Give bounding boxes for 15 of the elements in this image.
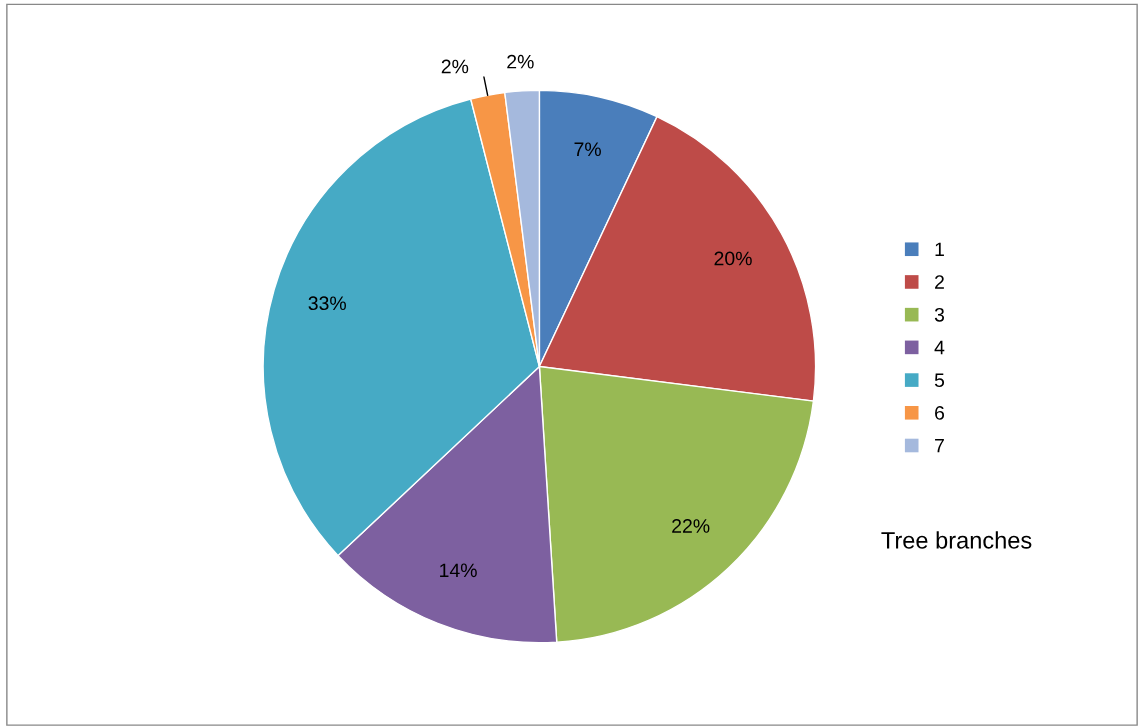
data-label: 14% [440, 563, 477, 578]
data-label: 33% [308, 296, 346, 311]
data-label: 20% [714, 251, 752, 266]
legend-label: 2 [935, 275, 944, 289]
legend-label: 1 [935, 242, 944, 257]
data-label: 2% [507, 54, 534, 69]
legend-label: 7 [935, 438, 944, 453]
data-label: 7% [574, 142, 601, 157]
data-label: 22% [672, 519, 710, 533]
data-label: 2% [441, 59, 469, 74]
legend-label: 6 [935, 406, 945, 420]
legend-label: 4 [934, 340, 945, 355]
legend-label: 3 [934, 307, 945, 322]
text: Tree branches [881, 531, 1032, 549]
legend-label: 5 [934, 373, 945, 388]
